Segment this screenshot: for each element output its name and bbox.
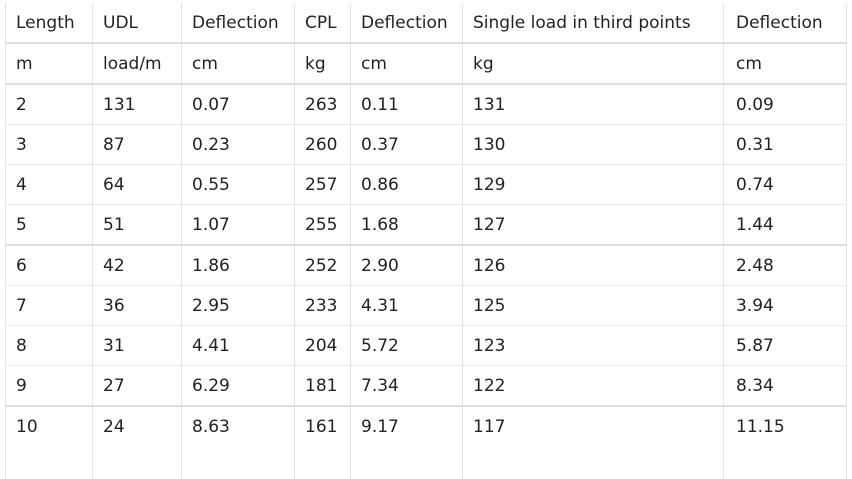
table-cell: 0.11 (350, 84, 463, 125)
table-cell: 0.31 (723, 124, 847, 165)
table-cell: 130 (462, 124, 724, 165)
table-cell: 6.29 (181, 365, 295, 407)
table-cell: 5 (5, 204, 93, 246)
table-cell: 129 (462, 164, 724, 205)
deflection-table: Length UDL Deflection CPL Deflection Sin… (5, 3, 847, 479)
unit-cell: load/m (92, 43, 182, 85)
table-cell: 0.23 (181, 124, 295, 165)
header-cell: Deflection (181, 3, 295, 44)
table-cell: 5.87 (723, 325, 847, 366)
table-cell: 2 (5, 84, 93, 125)
table-cell: 161 (294, 406, 351, 479)
table-cell: 4 (5, 164, 93, 205)
table-cell: 3.94 (723, 285, 847, 326)
table-cell: 0.74 (723, 164, 847, 205)
table-cell: 257 (294, 164, 351, 205)
table-cell: 0.07 (181, 84, 295, 125)
unit-cell: cm (350, 43, 463, 85)
header-cell: Deflection (723, 3, 847, 44)
unit-cell: kg (294, 43, 351, 85)
table-row: 2 131 0.07 263 0.11 131 0.09 (5, 84, 847, 125)
table-cell: 1.44 (723, 204, 847, 246)
unit-cell: m (5, 43, 93, 85)
table-row: 5 51 1.07 255 1.68 127 1.44 (5, 204, 847, 246)
table-cell: 7.34 (350, 365, 463, 407)
header-cell: Single load in third points (462, 3, 724, 44)
table-cell: 126 (462, 245, 724, 286)
table-cell: 1.07 (181, 204, 295, 246)
table-cell: 7 (5, 285, 93, 326)
table-row: 4 64 0.55 257 0.86 129 0.74 (5, 164, 847, 205)
table-cell: 6 (5, 245, 93, 286)
table-cell: 127 (462, 204, 724, 246)
table-row: 10 24 8.63 161 9.17 117 11.15 (5, 406, 847, 479)
unit-cell: kg (462, 43, 724, 85)
table-cell: 1.86 (181, 245, 295, 286)
table-cell: 9.17 (350, 406, 463, 479)
table-cell: 2.90 (350, 245, 463, 286)
table-cell: 2.48 (723, 245, 847, 286)
table-cell: 125 (462, 285, 724, 326)
table-row: 9 27 6.29 181 7.34 122 8.34 (5, 365, 847, 407)
table-cell: 0.55 (181, 164, 295, 205)
header-cell: Length (5, 3, 93, 44)
table-row: 7 36 2.95 233 4.31 125 3.94 (5, 285, 847, 326)
header-cell: UDL (92, 3, 182, 44)
table-cell: 1.68 (350, 204, 463, 246)
table-cell: 42 (92, 245, 182, 286)
header-cell: CPL (294, 3, 351, 44)
table-cell: 64 (92, 164, 182, 205)
table-cell: 204 (294, 325, 351, 366)
table-cell: 252 (294, 245, 351, 286)
table-row: 3 87 0.23 260 0.37 130 0.31 (5, 124, 847, 165)
table-cell: 27 (92, 365, 182, 407)
table-cell: 4.31 (350, 285, 463, 326)
table-cell: 8.63 (181, 406, 295, 479)
table-row: 6 42 1.86 252 2.90 126 2.48 (5, 245, 847, 286)
table-cell: 2.95 (181, 285, 295, 326)
table-cell: 31 (92, 325, 182, 366)
table-cell: 0.09 (723, 84, 847, 125)
table-cell: 36 (92, 285, 182, 326)
table-cell: 263 (294, 84, 351, 125)
unit-cell: cm (181, 43, 295, 85)
table-cell: 3 (5, 124, 93, 165)
table-cell: 8 (5, 325, 93, 366)
header-cell: Deflection (350, 3, 463, 44)
table-cell: 9 (5, 365, 93, 407)
table-cell: 131 (462, 84, 724, 125)
table-cell: 24 (92, 406, 182, 479)
table-cell: 0.37 (350, 124, 463, 165)
table-cell: 0.86 (350, 164, 463, 205)
table-cell: 122 (462, 365, 724, 407)
table-row: 8 31 4.41 204 5.72 123 5.87 (5, 325, 847, 366)
table-cell: 4.41 (181, 325, 295, 366)
table-cell: 51 (92, 204, 182, 246)
table-cell: 255 (294, 204, 351, 246)
table-cell: 5.72 (350, 325, 463, 366)
table-cell: 117 (462, 406, 724, 479)
units-row: m load/m cm kg cm kg cm (5, 43, 847, 85)
table-cell: 11.15 (723, 406, 847, 479)
header-row: Length UDL Deflection CPL Deflection Sin… (5, 3, 847, 44)
table-cell: 260 (294, 124, 351, 165)
table-cell: 87 (92, 124, 182, 165)
unit-cell: cm (723, 43, 847, 85)
table-cell: 8.34 (723, 365, 847, 407)
table-cell: 181 (294, 365, 351, 407)
table-cell: 123 (462, 325, 724, 366)
table-cell: 131 (92, 84, 182, 125)
table-cell: 233 (294, 285, 351, 326)
table-cell: 10 (5, 406, 93, 479)
